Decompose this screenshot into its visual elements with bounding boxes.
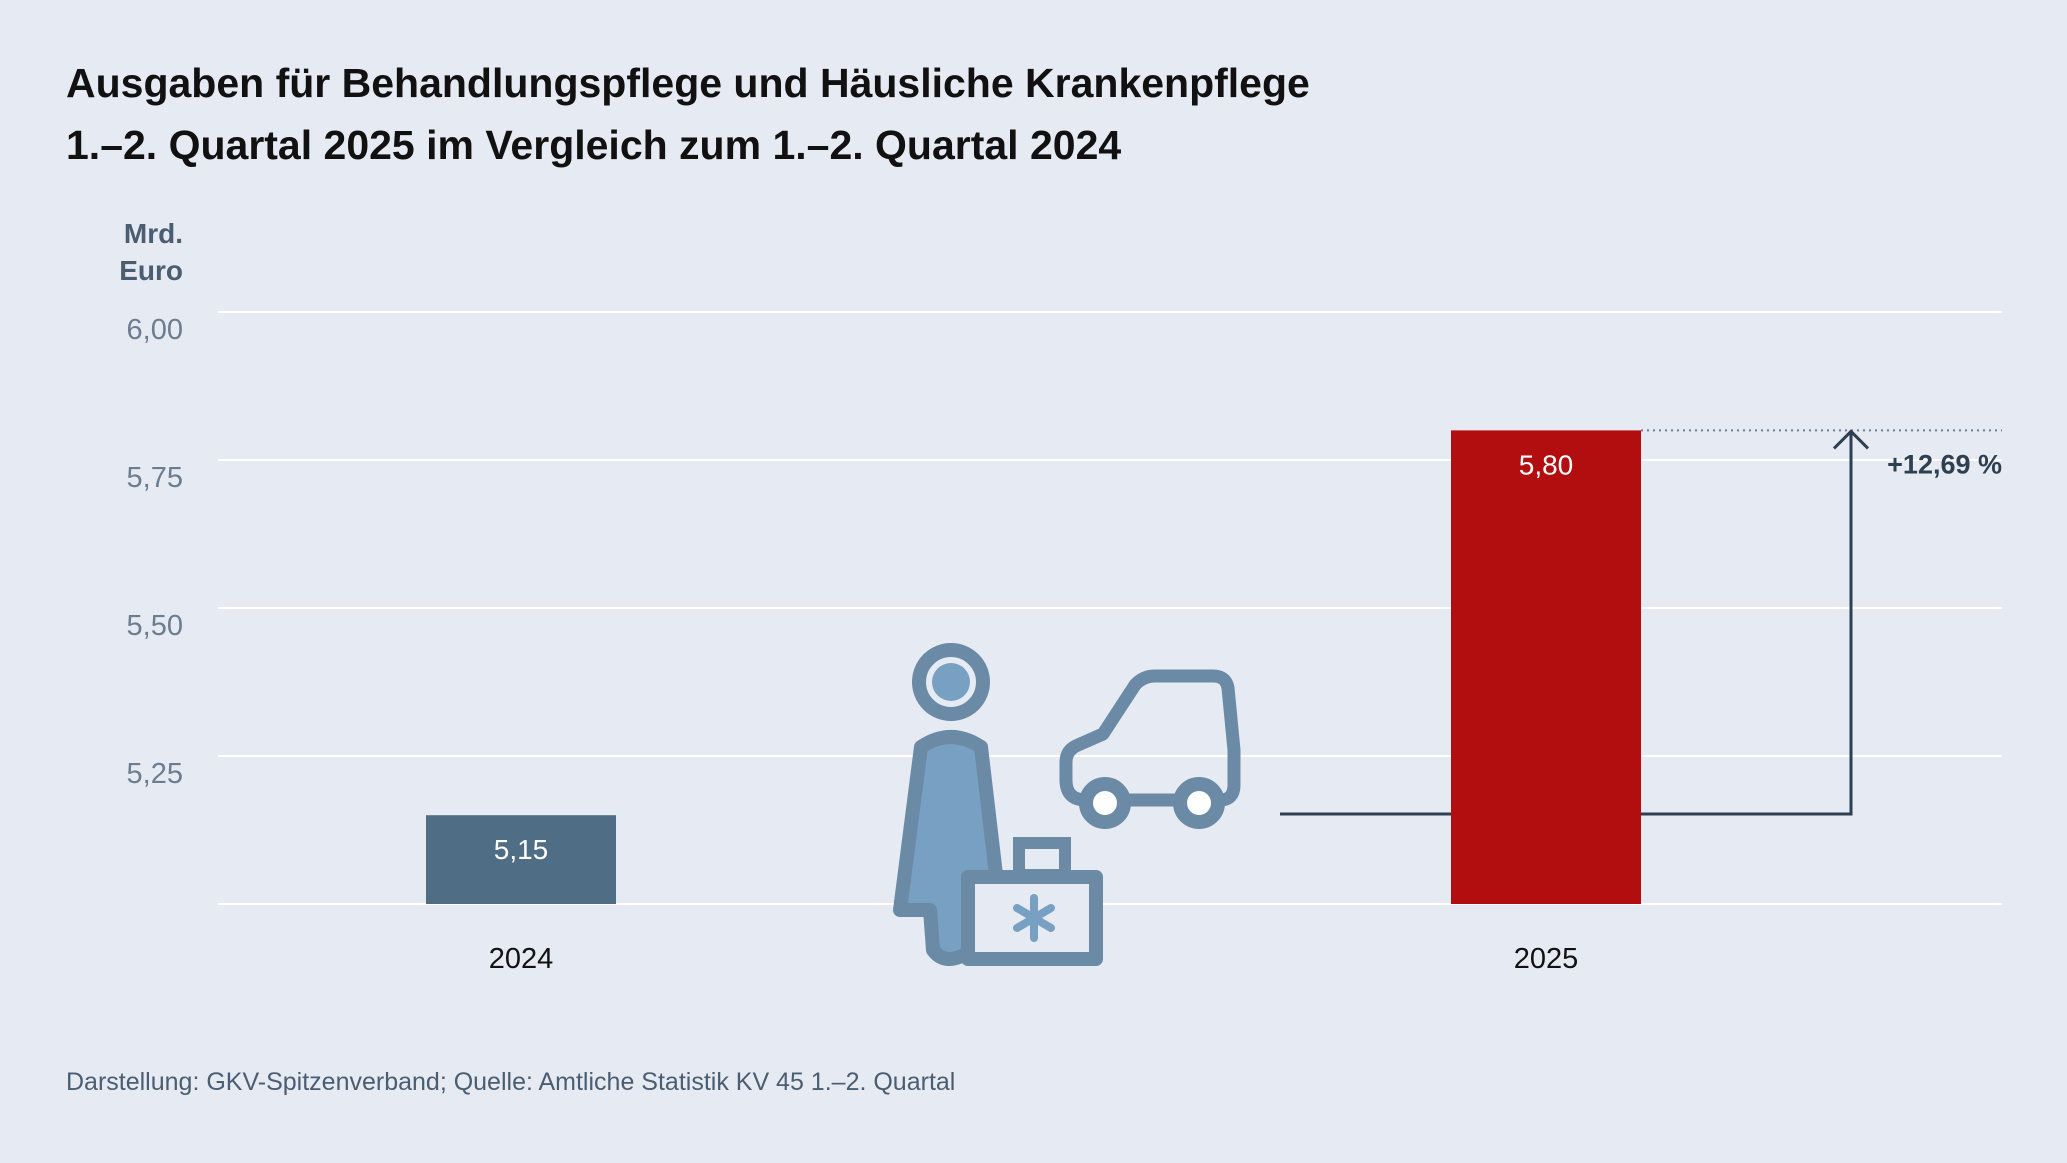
bar-value-labels: 5,15 5,80	[494, 449, 1574, 865]
x-axis-labels: 2024 2025	[489, 943, 1579, 975]
change-percent-label: +12,69 %	[1887, 449, 2002, 479]
arrow-head-icon	[1832, 429, 1870, 450]
y-tick-label: 5,50	[127, 610, 183, 642]
x-tick-label: 2024	[489, 943, 554, 975]
y-tick-label: 5,25	[127, 758, 183, 790]
y-axis-unit: Mrd. Euro	[100, 215, 183, 289]
change-arrow-line	[1641, 432, 1853, 816]
y-tick-label: 5,75	[127, 462, 183, 494]
car-icon	[1059, 669, 1241, 829]
x-tick-label: 2025	[1514, 943, 1579, 975]
bars	[426, 430, 1641, 904]
medical-case-icon	[961, 837, 1103, 966]
y-axis-ticks: 5,25 5,50 5,75 6,00	[127, 314, 183, 790]
change-annotation: +12,69 %	[1641, 429, 2002, 816]
gridlines	[218, 311, 2002, 905]
bar-value-label: 5,80	[1519, 449, 1574, 480]
bar-value-label: 5,15	[494, 834, 549, 865]
bar-2025	[1451, 430, 1641, 904]
title-line-2: 1.–2. Quartal 2025 im Vergleich zum 1.–2…	[66, 122, 1122, 168]
chart-title: Ausgaben für Behandlungspflege und Häusl…	[66, 52, 1310, 176]
illustration	[893, 643, 1241, 966]
unit-line-2: Euro	[119, 255, 183, 286]
y-tick-label: 6,00	[127, 314, 183, 346]
source-note: Darstellung: GKV-Spitzenverband; Quelle:…	[66, 1068, 956, 1096]
unit-line-1: Mrd.	[123, 218, 183, 249]
bar-2024	[426, 815, 616, 904]
title-line-1: Ausgaben für Behandlungspflege und Häusl…	[66, 60, 1310, 106]
